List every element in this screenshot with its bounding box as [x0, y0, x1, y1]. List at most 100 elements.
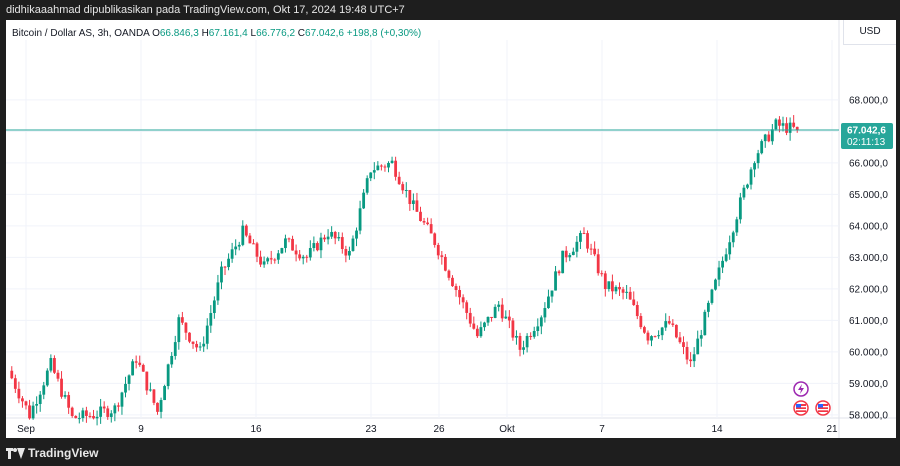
candle-body [468, 312, 472, 324]
candle-body [664, 321, 668, 328]
x-tick-label: 7 [599, 424, 605, 435]
candle-body [202, 343, 206, 347]
candle-body [497, 304, 501, 307]
candle-body [639, 316, 643, 328]
symbol-legend: Bitcoin / Dollar AS, 3h, OANDA O66.846,3… [12, 28, 421, 39]
grid-lines [6, 20, 896, 438]
candle-body [490, 316, 493, 318]
candle-body [554, 271, 557, 291]
candle-body [408, 189, 412, 205]
candle-body [795, 126, 799, 131]
candle-body [717, 267, 721, 280]
candle-body [223, 266, 227, 268]
high-value: 67.161,4 [208, 28, 248, 39]
brand-name: TradingView [28, 446, 99, 460]
y-tick-label: 60.000,0 [849, 347, 888, 358]
candle-body [682, 342, 685, 347]
candle-body [607, 281, 611, 290]
candle-body [298, 254, 302, 259]
candle-body [74, 415, 78, 419]
open-value: 66.846,3 [159, 28, 199, 39]
candle-body [56, 372, 60, 379]
candle-body [426, 222, 430, 225]
candle-body [472, 323, 476, 329]
candle-body [248, 235, 252, 244]
candle-body [724, 254, 728, 261]
candle-body [351, 238, 355, 251]
low-label: L [250, 28, 257, 39]
candle-body [191, 341, 195, 344]
candle-body [237, 244, 241, 247]
candle-body [369, 172, 373, 179]
candle-body [280, 248, 284, 254]
candle-body [316, 243, 319, 251]
candle-body [10, 370, 14, 379]
candle-body [564, 250, 568, 258]
y-tick-label: 64.000,0 [849, 221, 888, 232]
candle-body [596, 254, 600, 274]
flash-event-icon[interactable] [793, 381, 809, 397]
y-tick-label: 68.000,0 [849, 95, 888, 106]
candle-body [746, 184, 749, 188]
candle-body [63, 395, 67, 397]
candle-body [106, 408, 110, 417]
candle-body [536, 326, 540, 332]
candle-body [781, 123, 785, 126]
candle-body [252, 243, 255, 245]
candle-body [134, 361, 138, 363]
candle-body [447, 270, 451, 278]
candle-body [294, 250, 298, 255]
candle-body [653, 336, 657, 338]
currency-selector[interactable]: USD [843, 20, 896, 45]
candle-body [443, 256, 447, 271]
y-tick-label: 63.000,0 [849, 253, 888, 264]
candle-body [582, 233, 586, 235]
candle-body [77, 418, 81, 420]
candle-body [227, 258, 230, 268]
candle-body [440, 255, 444, 257]
candle-body [660, 327, 664, 336]
candle-body [177, 317, 181, 343]
candle-body [259, 256, 262, 265]
candle-body [323, 237, 326, 240]
candle-body [148, 389, 152, 391]
candle-body [333, 231, 337, 239]
candle-body [721, 260, 724, 268]
close-value: 67.042,6 [305, 28, 344, 39]
chart-frame[interactable]: 68.000,067.000,066.000,065.000,064.000,0… [6, 20, 896, 438]
candle-body [372, 170, 376, 173]
x-tick-label: 23 [365, 424, 377, 435]
candle-body [67, 395, 71, 408]
us-flag-event-icon[interactable] [815, 400, 831, 416]
candle-body [696, 338, 700, 355]
candle-body [586, 233, 589, 249]
candle-body [579, 233, 582, 242]
candle-body [458, 290, 461, 298]
candle-body [92, 416, 95, 419]
candle-body [24, 401, 28, 406]
candle-body [792, 122, 796, 127]
candlestick-chart[interactable]: 68.000,067.000,066.000,065.000,064.000,0… [6, 20, 896, 438]
candle-body [451, 277, 454, 287]
candle-body [600, 273, 604, 275]
candle-body [166, 364, 170, 387]
candle-body [230, 249, 234, 259]
tradingview-brand[interactable]: TradingView [6, 446, 98, 460]
candle-body [728, 242, 732, 255]
us-flag-event-icon[interactable] [793, 400, 809, 416]
y-tick-label: 65.000,0 [849, 190, 888, 201]
candle-body [692, 354, 696, 362]
candle-body [529, 335, 533, 337]
x-tick-label: Sep [17, 424, 35, 435]
candle-body [483, 322, 486, 328]
candle-body [156, 402, 159, 412]
candle-body [522, 347, 525, 350]
footer-bar: TradingView [0, 440, 900, 466]
candle-body [383, 166, 387, 168]
candle-body [568, 255, 572, 258]
candle-body [42, 385, 46, 395]
candle-body [479, 327, 483, 337]
candle-body [209, 313, 213, 326]
candle-body [621, 289, 625, 293]
candle-body [493, 306, 497, 318]
